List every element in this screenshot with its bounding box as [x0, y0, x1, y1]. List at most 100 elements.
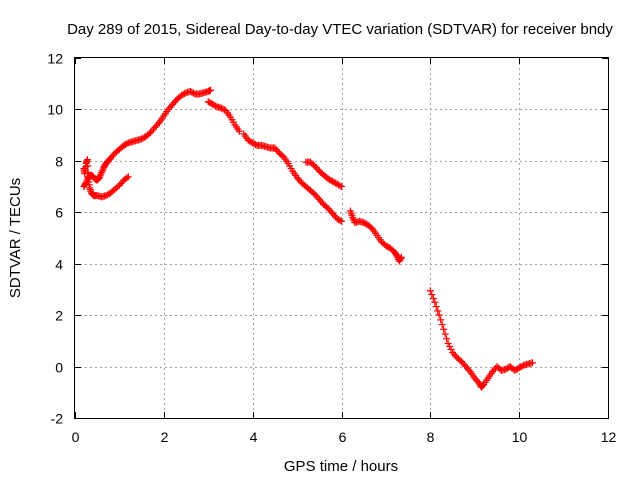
y-tick-label: 4: [55, 257, 63, 273]
y-tick-label: 0: [55, 360, 63, 376]
data-point: [218, 104, 226, 112]
data-point: [528, 359, 536, 367]
data-point: [207, 99, 215, 107]
data-point: [311, 190, 319, 198]
data-point: [221, 106, 229, 114]
data-point: [123, 174, 131, 182]
data-point: [449, 348, 457, 356]
data-point: [429, 294, 437, 302]
grid: [75, 58, 608, 418]
data-point: [252, 141, 260, 149]
data-point: [447, 345, 455, 353]
data-point: [272, 146, 280, 154]
data-point: [502, 365, 510, 373]
data-point: [490, 366, 498, 374]
data-point: [367, 224, 375, 232]
data-point: [515, 364, 523, 372]
data-point: [83, 177, 91, 185]
data-point: [117, 180, 125, 188]
data-point: [293, 174, 301, 182]
data-point: [326, 176, 334, 184]
data-point: [428, 291, 436, 299]
data-series-segment-4: [240, 130, 345, 225]
data-point: [209, 100, 217, 108]
data-point: [312, 164, 320, 172]
data-point: [335, 216, 343, 224]
data-point: [443, 335, 451, 343]
data-series-segment-1: [80, 156, 132, 201]
data-point: [383, 243, 391, 251]
data-point: [309, 161, 317, 169]
data-series-segment-5: [302, 158, 345, 191]
data-point: [244, 136, 252, 144]
data-point: [151, 123, 159, 131]
data-point: [478, 382, 486, 390]
data-point: [336, 182, 344, 190]
data-point: [324, 204, 332, 212]
data-point: [382, 242, 390, 250]
data-point: [296, 177, 304, 185]
data-point: [393, 252, 401, 260]
data-point: [327, 208, 335, 216]
data-point: [152, 122, 160, 130]
data-point: [120, 141, 128, 149]
data-point: [312, 192, 320, 200]
data-point: [336, 216, 344, 224]
data-point: [104, 191, 112, 199]
data-point: [311, 162, 319, 170]
data-point: [109, 151, 117, 159]
data-point: [138, 135, 146, 143]
data-point: [107, 154, 115, 162]
data-point: [250, 140, 258, 148]
data-point: [98, 167, 106, 175]
data-point: [460, 361, 468, 369]
data-point: [459, 359, 467, 367]
data-point: [437, 316, 445, 324]
data-point: [212, 102, 220, 110]
data-point: [440, 325, 448, 333]
data-point: [450, 350, 458, 358]
data-point: [463, 364, 471, 372]
data-point: [97, 170, 105, 178]
data-point: [148, 127, 156, 135]
data-point: [441, 330, 449, 338]
x-tick-label: 0: [72, 429, 80, 445]
data-point: [444, 339, 452, 347]
y-tick-label: -2: [51, 411, 64, 427]
data-series-segment-2: [80, 86, 214, 191]
data-point: [330, 211, 338, 219]
data-point: [332, 179, 340, 187]
data-point: [431, 298, 439, 306]
y-tick-label: 6: [55, 205, 63, 221]
data-point: [206, 99, 214, 107]
y-tick-label: 12: [47, 51, 63, 67]
data-point: [247, 138, 255, 146]
data-point: [81, 180, 89, 188]
data-series: [80, 86, 536, 391]
data-point: [315, 195, 323, 203]
data-point: [102, 192, 110, 200]
data-point: [397, 253, 405, 261]
data-point: [314, 194, 322, 202]
data-point: [82, 179, 90, 187]
data-point: [206, 86, 214, 94]
data-point: [149, 125, 157, 133]
data-point: [462, 363, 470, 371]
y-axis-tick-labels: -2 0 2 4 6 8 10 12: [47, 51, 63, 427]
data-point: [326, 206, 334, 214]
data-series-segment-7: [426, 287, 536, 391]
data-point: [166, 104, 174, 112]
chart-title: Day 289 of 2015, Sidereal Day-to-day VTE…: [67, 21, 613, 38]
data-point: [172, 97, 180, 105]
data-point: [472, 376, 480, 384]
data-point: [145, 130, 153, 138]
data-point: [314, 165, 322, 173]
plot-frame: [74, 57, 609, 419]
data-point: [115, 181, 123, 189]
data-point: [435, 311, 443, 319]
y-tick-label: 2: [55, 308, 63, 324]
x-tick-label: 10: [512, 429, 528, 445]
data-point: [361, 219, 369, 227]
data-point: [426, 287, 434, 295]
